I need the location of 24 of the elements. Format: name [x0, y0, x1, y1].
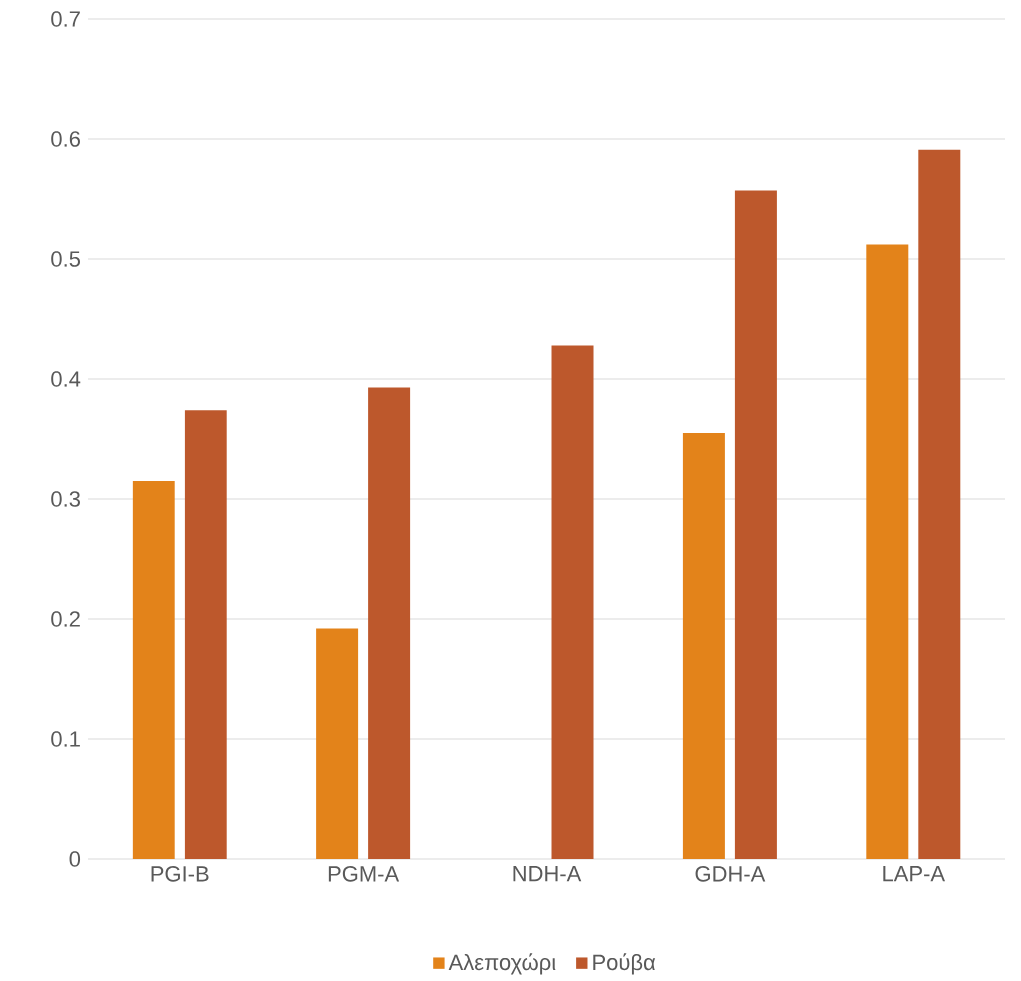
y-tick-label: 0.2: [51, 611, 80, 627]
y-tick-label: 0.6: [51, 131, 80, 147]
bar: [316, 628, 359, 860]
x-tick-label: GDH-A: [695, 866, 766, 882]
bar: [682, 433, 725, 860]
legend-label: Αλεποχώρι: [448, 953, 556, 975]
x-tick-label: PGI-B: [151, 866, 209, 882]
bar: [551, 345, 594, 860]
bar: [132, 481, 175, 860]
bar: [734, 190, 777, 860]
x-tick-label: LAP-A: [883, 866, 946, 882]
y-tick-label: 0.3: [51, 491, 80, 507]
y-tick-label: 0.7: [51, 11, 80, 27]
x-tick-label: PGM-A: [328, 866, 400, 882]
bar: [918, 149, 961, 860]
y-tick-label: 0: [69, 851, 81, 867]
bar: [866, 244, 909, 860]
bar: [368, 387, 411, 860]
bar: [184, 410, 227, 860]
y-tick-label: 0.4: [51, 371, 81, 387]
y-tick-label: 0.1: [51, 731, 80, 747]
legend-label: Ρούβα: [593, 953, 656, 975]
y-tick-label: 0.5: [51, 251, 80, 267]
x-tick-label: NDH-A: [513, 866, 582, 882]
